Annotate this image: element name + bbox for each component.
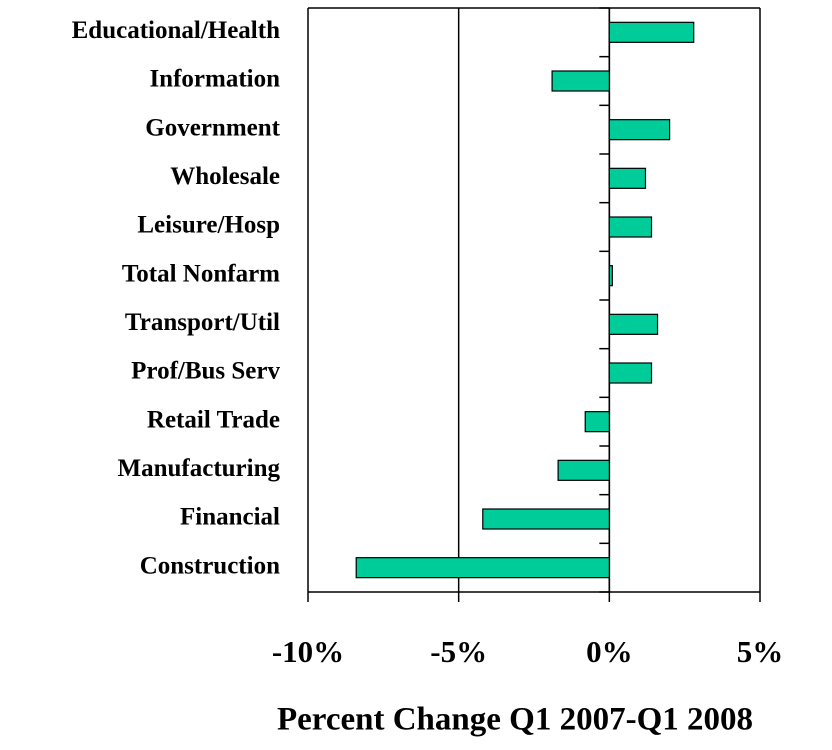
bar <box>355 557 610 579</box>
bar <box>557 459 610 481</box>
bar <box>608 362 653 384</box>
y-tick-label: Educational/Health <box>72 17 280 44</box>
bar <box>608 265 613 287</box>
bar <box>551 70 610 92</box>
bar <box>608 119 671 141</box>
y-tick-label: Construction <box>140 552 280 579</box>
y-tick-label: Information <box>149 66 280 93</box>
bar <box>584 411 610 433</box>
y-tick-label: Transport/Util <box>125 309 280 336</box>
y-tick-label: Retail Trade <box>147 406 280 433</box>
bar <box>482 508 610 530</box>
x-tick-label: -10% <box>272 634 344 669</box>
x-tick-label: -5% <box>430 634 487 669</box>
y-tick-label: Leisure/Hosp <box>137 212 280 239</box>
bar <box>608 167 647 189</box>
y-tick-label: Wholesale <box>170 163 280 190</box>
y-tick-label: Manufacturing <box>118 455 281 482</box>
y-tick-label: Total Nonfarm <box>122 260 280 287</box>
bar <box>608 216 653 238</box>
bar <box>608 21 695 43</box>
y-tick-label: Prof/Bus Serv <box>131 358 280 385</box>
y-tick-label: Government <box>145 114 280 141</box>
x-axis-label: Percent Change Q1 2007-Q1 2008 <box>277 702 753 738</box>
x-tick-label: 0% <box>586 634 633 669</box>
y-tick-label: Financial <box>180 504 280 531</box>
x-tick-label: 5% <box>737 634 784 669</box>
bar <box>608 313 659 335</box>
